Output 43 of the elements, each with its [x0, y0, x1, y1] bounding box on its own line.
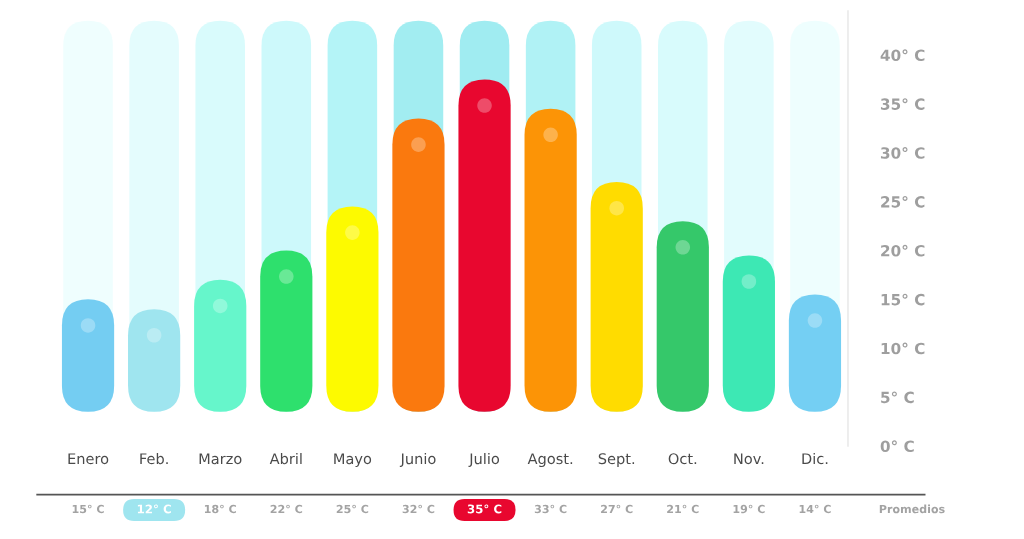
y-tick-label: 35° C — [880, 98, 925, 110]
x-tick-label: Mayo — [334, 453, 372, 468]
x-tick-label: Marzo — [199, 453, 242, 465]
y-tick-label: 30° C — [880, 147, 925, 159]
text: 21° C — [667, 504, 699, 514]
x-tick-label: Julio — [468, 452, 500, 467]
x-tick-label: Agost. — [527, 453, 573, 468]
y-tick-label: 0° C — [880, 440, 914, 453]
x-tick-label: Sept. — [598, 453, 635, 468]
text: 14° C — [799, 504, 831, 514]
text: 32° C — [402, 504, 435, 514]
bar — [260, 250, 313, 412]
x-tick-label: Abril — [269, 452, 302, 465]
bar — [194, 279, 247, 412]
text: 27° C — [601, 504, 633, 514]
text: 18° C — [204, 504, 237, 514]
x-tick-label: Dic. — [802, 452, 828, 465]
bar — [722, 255, 775, 412]
text: 22° C — [270, 504, 303, 514]
x-tick-label: Nov. — [734, 453, 764, 465]
y-tick-label: 5° C — [881, 391, 914, 404]
bar — [458, 79, 511, 412]
x-tick-label: Junio — [399, 452, 436, 467]
y-tick-label: 15° C — [881, 293, 925, 306]
y-tick-label: 20° C — [881, 244, 925, 257]
bar — [392, 118, 445, 412]
bar — [590, 182, 643, 412]
y-tick-label: 25° C — [881, 195, 925, 208]
y-tick-label: 40° C — [880, 49, 925, 62]
x-tick-label: Enero — [68, 453, 109, 465]
text: 15° C — [72, 504, 104, 514]
bar — [524, 108, 577, 412]
x-tick-label: Feb. — [140, 452, 168, 465]
text: 12° C — [137, 504, 171, 514]
text: 19° C — [733, 504, 765, 514]
text: 33° C — [534, 504, 567, 514]
x-tick-label: Oct. — [668, 453, 697, 465]
y-tick-label: 10° C — [881, 342, 925, 355]
text: 25° C — [336, 504, 369, 514]
text: Promedios — [879, 504, 945, 514]
text: 35° C — [467, 504, 502, 514]
bar — [656, 221, 709, 412]
bar — [326, 206, 379, 412]
